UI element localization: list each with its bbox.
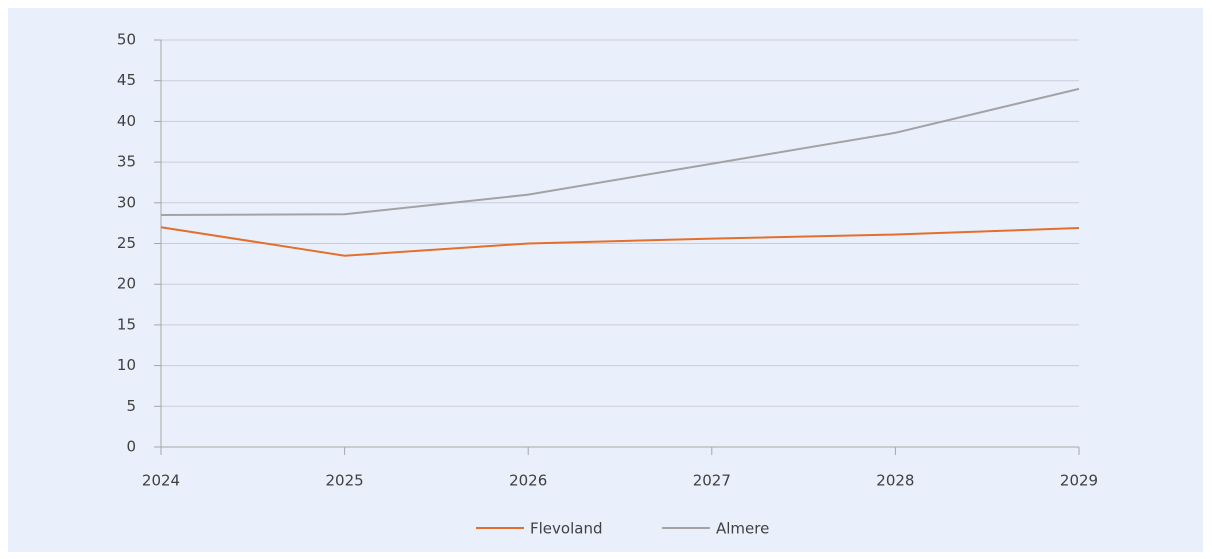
x-tick-label: 2029	[1060, 472, 1098, 490]
y-tick-label: 20	[117, 275, 136, 293]
y-tick-label: 35	[117, 153, 136, 171]
series-line	[160, 87, 1080, 217]
y-tick-label: 40	[117, 112, 136, 130]
x-tick-label: 2024	[142, 472, 180, 490]
y-tick-label: 25	[117, 234, 136, 252]
y-tick-label: 5	[126, 397, 136, 415]
legend-label: Flevoland	[530, 520, 602, 538]
chart-background	[8, 8, 1203, 552]
y-tick-label: 45	[117, 71, 136, 89]
legend-label: Almere	[716, 520, 769, 538]
series-line	[160, 226, 1080, 257]
y-tick-label: 15	[117, 315, 136, 333]
x-tick-label: 2025	[326, 472, 364, 490]
x-tick-label: 2028	[876, 472, 914, 490]
y-tick-label: 10	[117, 356, 136, 374]
y-tick-label: 0	[126, 438, 136, 456]
y-tick-label: 30	[117, 193, 136, 211]
x-tick-label: 2027	[693, 472, 731, 490]
x-tick-label: 2026	[509, 472, 547, 490]
y-tick-label: 50	[117, 31, 136, 49]
